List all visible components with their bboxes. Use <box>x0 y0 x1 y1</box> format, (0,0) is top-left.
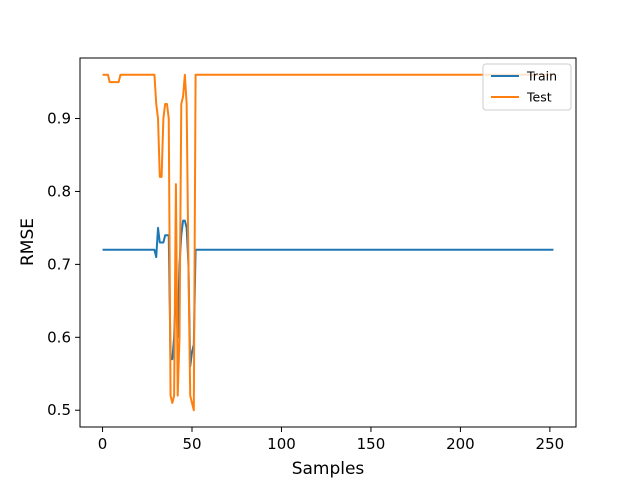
y-axis-ticks: 0.5 0.6 0.7 0.8 0.9 <box>47 110 80 419</box>
y-tick-label: 0.7 <box>47 255 71 273</box>
x-axis-label: Samples <box>292 459 365 479</box>
legend: Train Test <box>482 63 572 111</box>
x-tick-label: 200 <box>446 435 475 453</box>
y-tick-label: 0.9 <box>47 110 71 128</box>
x-tick-label: 50 <box>182 435 201 453</box>
series-layer <box>102 73 554 412</box>
y-tick-label: 0.6 <box>47 328 71 346</box>
y-tick-label: 0.8 <box>47 182 71 200</box>
x-tick-label: 250 <box>536 435 565 453</box>
y-tick-label: 0.5 <box>47 401 71 419</box>
axes-frame <box>79 57 577 428</box>
x-axis-ticks: 0 50 100 150 200 250 <box>98 427 564 453</box>
y-axis-label: RMSE <box>18 218 38 266</box>
legend-label-test: Test <box>526 90 552 105</box>
legend-label-train: Train <box>526 69 557 84</box>
x-tick-label: 0 <box>98 435 108 453</box>
series-line-test <box>102 73 554 412</box>
x-tick-label: 150 <box>357 435 386 453</box>
x-tick-label: 100 <box>267 435 296 453</box>
